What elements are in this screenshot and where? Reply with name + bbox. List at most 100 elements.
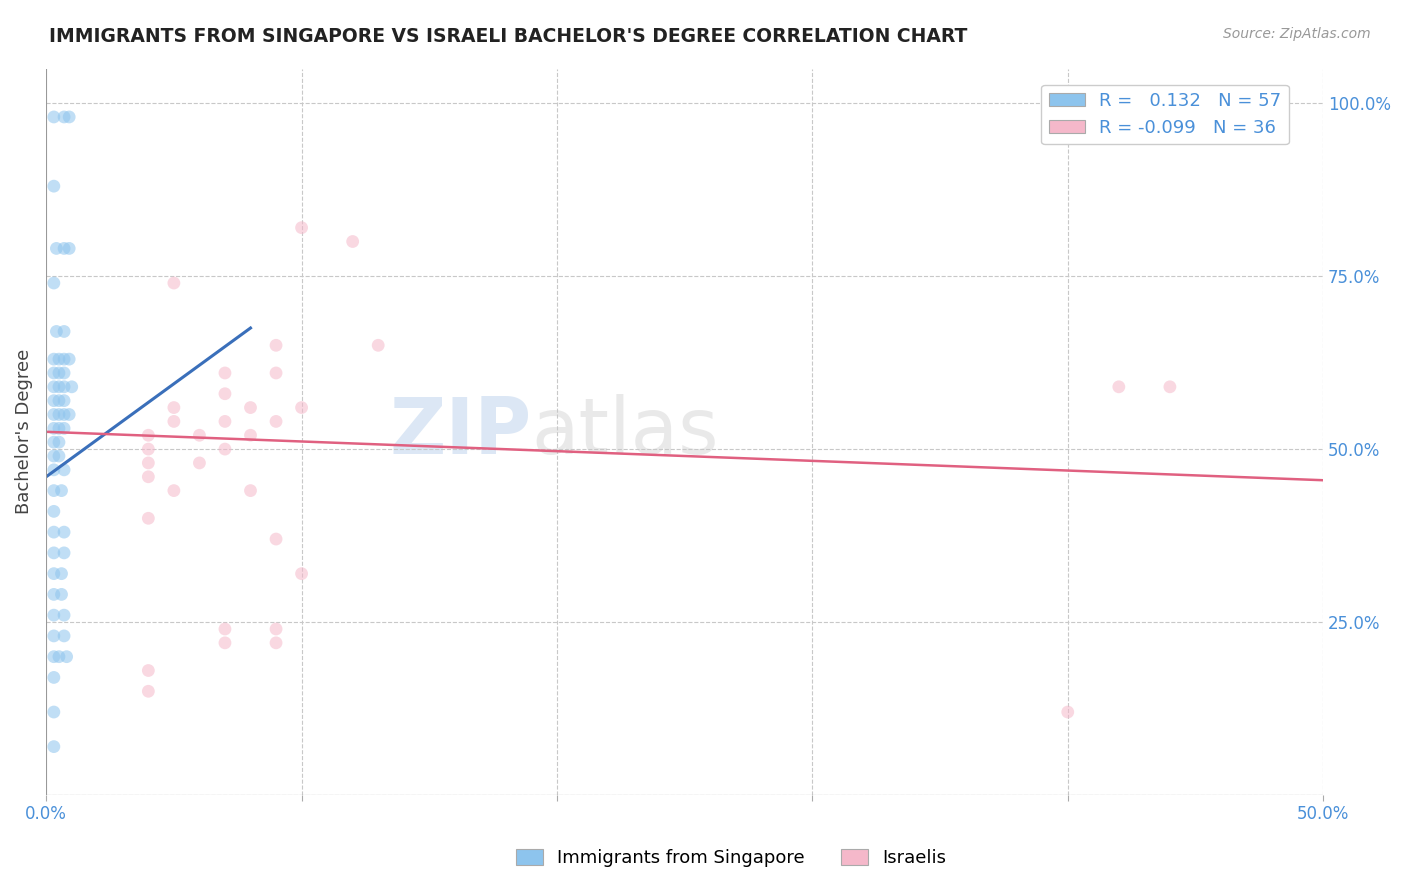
Point	[214, 366, 236, 380]
Point	[188, 456, 211, 470]
Point	[42, 408, 65, 422]
Point	[42, 483, 65, 498]
Point	[48, 393, 70, 408]
Point	[53, 408, 76, 422]
Point	[163, 483, 186, 498]
Point	[42, 566, 65, 581]
Point	[264, 366, 287, 380]
Point	[163, 414, 186, 428]
Point	[290, 566, 312, 581]
Point	[53, 110, 76, 124]
Point	[45, 242, 67, 256]
Point	[138, 684, 160, 698]
Point	[290, 220, 312, 235]
Point	[42, 276, 65, 290]
Point	[42, 587, 65, 601]
Point	[42, 608, 65, 623]
Point	[239, 483, 262, 498]
Point	[42, 110, 65, 124]
Point	[214, 442, 236, 456]
Point	[264, 636, 287, 650]
Point	[264, 414, 287, 428]
Point	[42, 352, 65, 367]
Legend: R =   0.132   N = 57, R = -0.099   N = 36: R = 0.132 N = 57, R = -0.099 N = 36	[1042, 85, 1288, 145]
Point	[48, 649, 70, 664]
Y-axis label: Bachelor's Degree: Bachelor's Degree	[15, 349, 32, 515]
Point	[1056, 705, 1078, 719]
Point	[53, 325, 76, 339]
Point	[48, 352, 70, 367]
Point	[42, 504, 65, 518]
Point	[48, 366, 70, 380]
Text: IMMIGRANTS FROM SINGAPORE VS ISRAELI BACHELOR'S DEGREE CORRELATION CHART: IMMIGRANTS FROM SINGAPORE VS ISRAELI BAC…	[49, 27, 967, 45]
Point	[58, 352, 80, 367]
Point	[42, 629, 65, 643]
Point	[42, 449, 65, 463]
Text: atlas: atlas	[531, 393, 718, 470]
Point	[42, 421, 65, 435]
Point	[1159, 380, 1181, 394]
Point	[53, 380, 76, 394]
Point	[48, 449, 70, 463]
Point	[342, 235, 364, 249]
Point	[42, 739, 65, 754]
Point	[53, 242, 76, 256]
Point	[264, 532, 287, 546]
Point	[214, 414, 236, 428]
Point	[53, 463, 76, 477]
Point	[138, 511, 160, 525]
Point	[48, 421, 70, 435]
Point	[42, 366, 65, 380]
Point	[53, 366, 76, 380]
Point	[264, 622, 287, 636]
Point	[42, 546, 65, 560]
Text: ZIP: ZIP	[389, 393, 531, 470]
Point	[138, 456, 160, 470]
Point	[60, 380, 83, 394]
Point	[42, 179, 65, 194]
Point	[163, 401, 186, 415]
Legend: Immigrants from Singapore, Israelis: Immigrants from Singapore, Israelis	[509, 841, 953, 874]
Point	[188, 428, 211, 442]
Point	[58, 110, 80, 124]
Point	[239, 428, 262, 442]
Point	[367, 338, 389, 352]
Point	[239, 401, 262, 415]
Point	[53, 608, 76, 623]
Point	[53, 393, 76, 408]
Point	[42, 670, 65, 684]
Point	[138, 428, 160, 442]
Point	[290, 401, 312, 415]
Point	[42, 463, 65, 477]
Point	[53, 525, 76, 540]
Point	[42, 380, 65, 394]
Point	[51, 483, 73, 498]
Point	[42, 435, 65, 450]
Point	[51, 587, 73, 601]
Point	[58, 408, 80, 422]
Point	[42, 525, 65, 540]
Point	[48, 408, 70, 422]
Point	[214, 622, 236, 636]
Point	[138, 469, 160, 483]
Text: Source: ZipAtlas.com: Source: ZipAtlas.com	[1223, 27, 1371, 41]
Point	[214, 636, 236, 650]
Point	[214, 386, 236, 401]
Point	[53, 546, 76, 560]
Point	[51, 566, 73, 581]
Point	[264, 338, 287, 352]
Point	[48, 380, 70, 394]
Point	[138, 442, 160, 456]
Point	[42, 705, 65, 719]
Point	[42, 393, 65, 408]
Point	[53, 421, 76, 435]
Point	[163, 276, 186, 290]
Point	[138, 664, 160, 678]
Point	[53, 629, 76, 643]
Point	[42, 649, 65, 664]
Point	[55, 649, 77, 664]
Point	[45, 325, 67, 339]
Point	[48, 435, 70, 450]
Point	[53, 352, 76, 367]
Point	[58, 242, 80, 256]
